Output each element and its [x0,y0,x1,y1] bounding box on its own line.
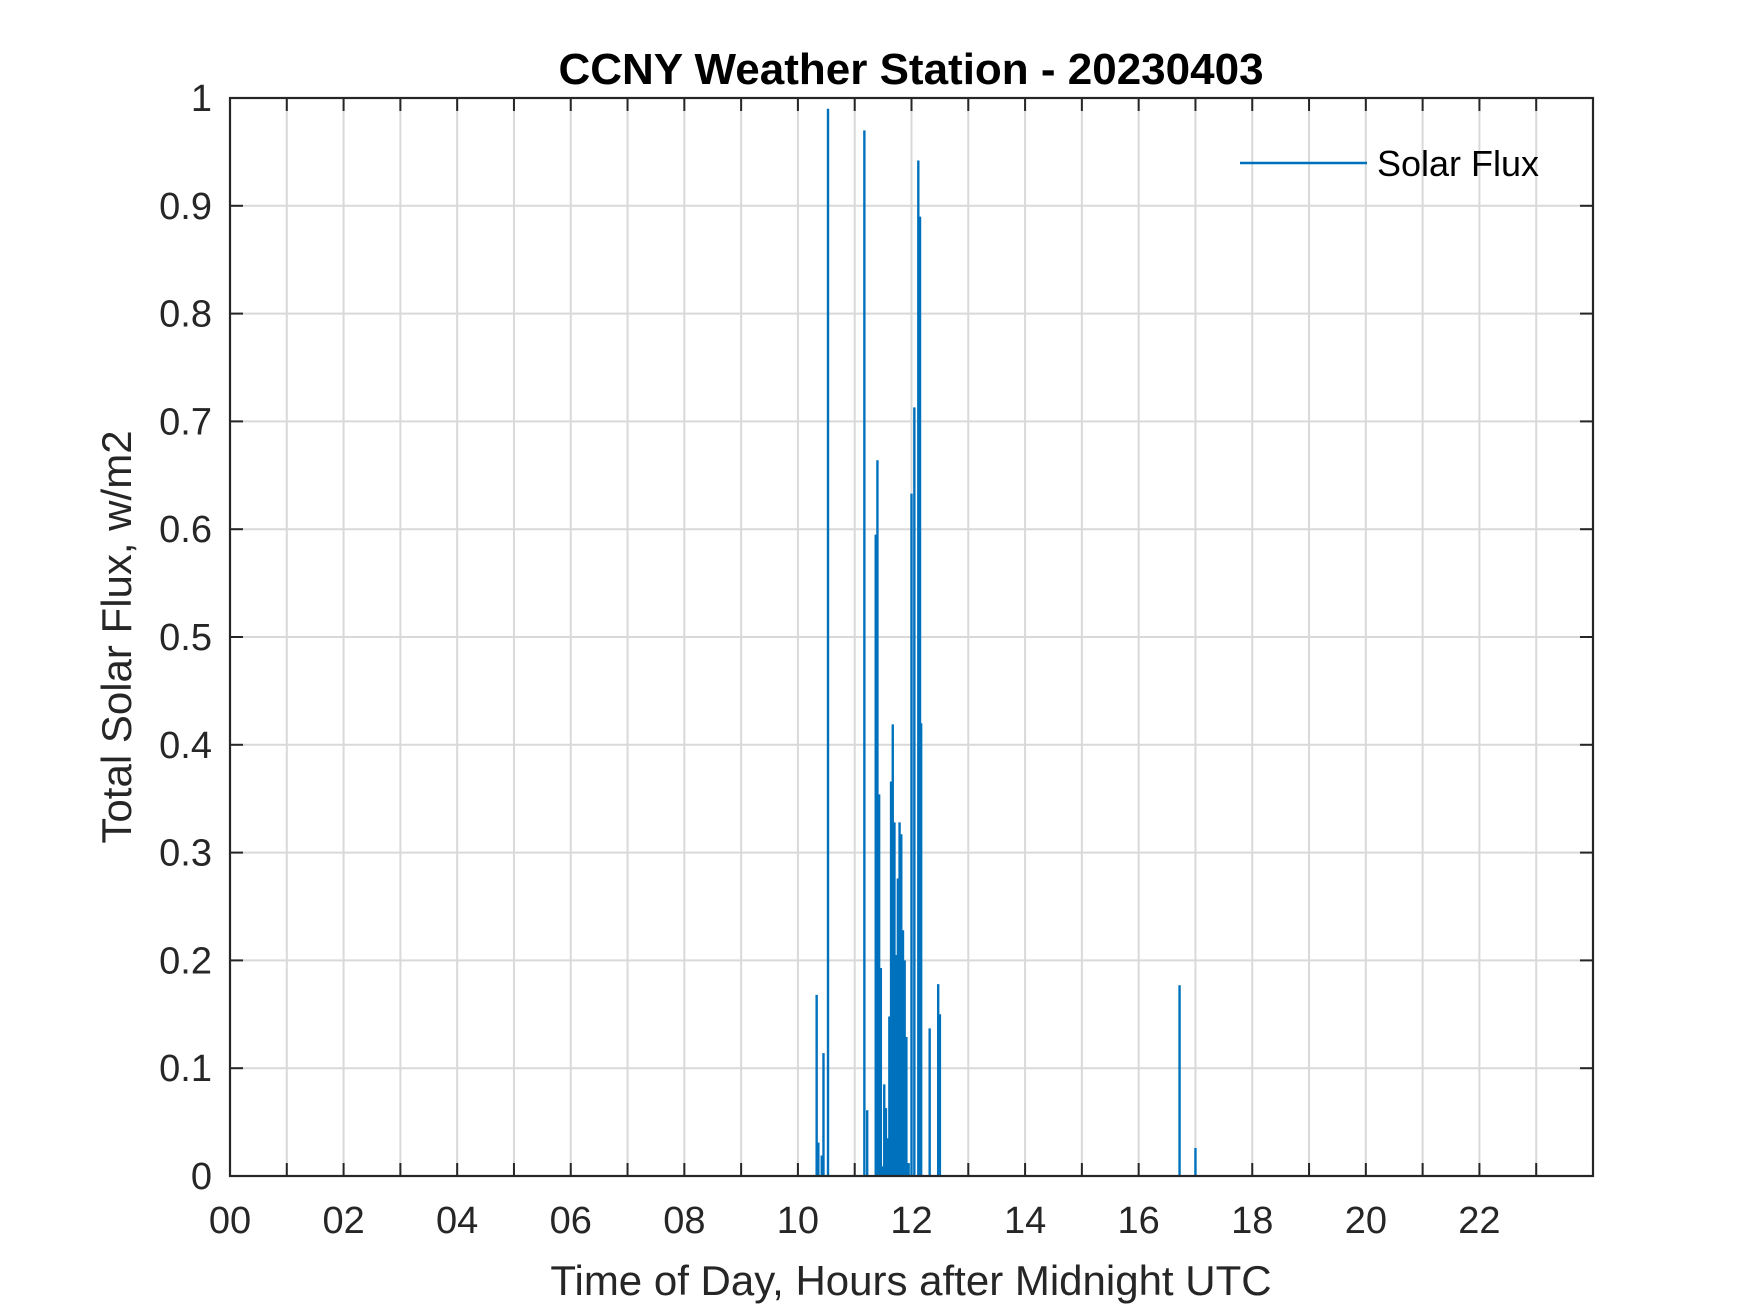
y-tick-label: 0.5 [159,617,212,659]
y-tick-label: 0.6 [159,509,212,551]
y-tick-label: 0.8 [159,294,212,336]
y-tick-label: 0.2 [159,940,212,982]
y-tick-label: 0.1 [159,1048,212,1090]
y-tick-labels: 0 0.1 0.2 0.3 0.4 0.5 0.6 0.7 0.8 0.9 1 [159,78,212,1198]
legend: Solar Flux [1240,143,1539,184]
y-tick-label: 0.3 [159,833,212,875]
x-tick-label: 20 [1345,1200,1387,1242]
x-tick-label: 06 [550,1200,592,1242]
x-tick-label: 02 [322,1200,364,1242]
series-solar-flux [815,108,1197,1176]
legend-label-solar-flux: Solar Flux [1377,143,1539,184]
y-tick-label: 0.4 [159,725,212,767]
y-tick-label: 1 [191,78,212,120]
x-tick-label: 00 [209,1200,251,1242]
y-tick-label: 0 [191,1156,212,1198]
x-tick-label: 22 [1458,1200,1500,1242]
x-tick-label: 08 [663,1200,705,1242]
chart-title: CCNY Weather Station - 20230403 [558,45,1263,94]
y-tick-label: 0.7 [159,401,212,443]
x-axis-label: Time of Day, Hours after Midnight UTC [550,1257,1271,1304]
plot-frame [228,96,1595,1178]
x-tick-label: 14 [1004,1200,1046,1242]
x-tick-label: 04 [436,1200,478,1242]
x-tick-label: 10 [777,1200,819,1242]
x-tick-labels: 00 02 04 06 08 10 12 14 16 18 20 22 [209,1200,1501,1242]
x-tick-label: 16 [1118,1200,1160,1242]
x-tick-label: 18 [1231,1200,1273,1242]
y-axis-label: Total Solar Flux, w/m2 [93,430,140,843]
x-tick-label: 12 [890,1200,932,1242]
y-tick-label: 0.9 [159,186,212,228]
